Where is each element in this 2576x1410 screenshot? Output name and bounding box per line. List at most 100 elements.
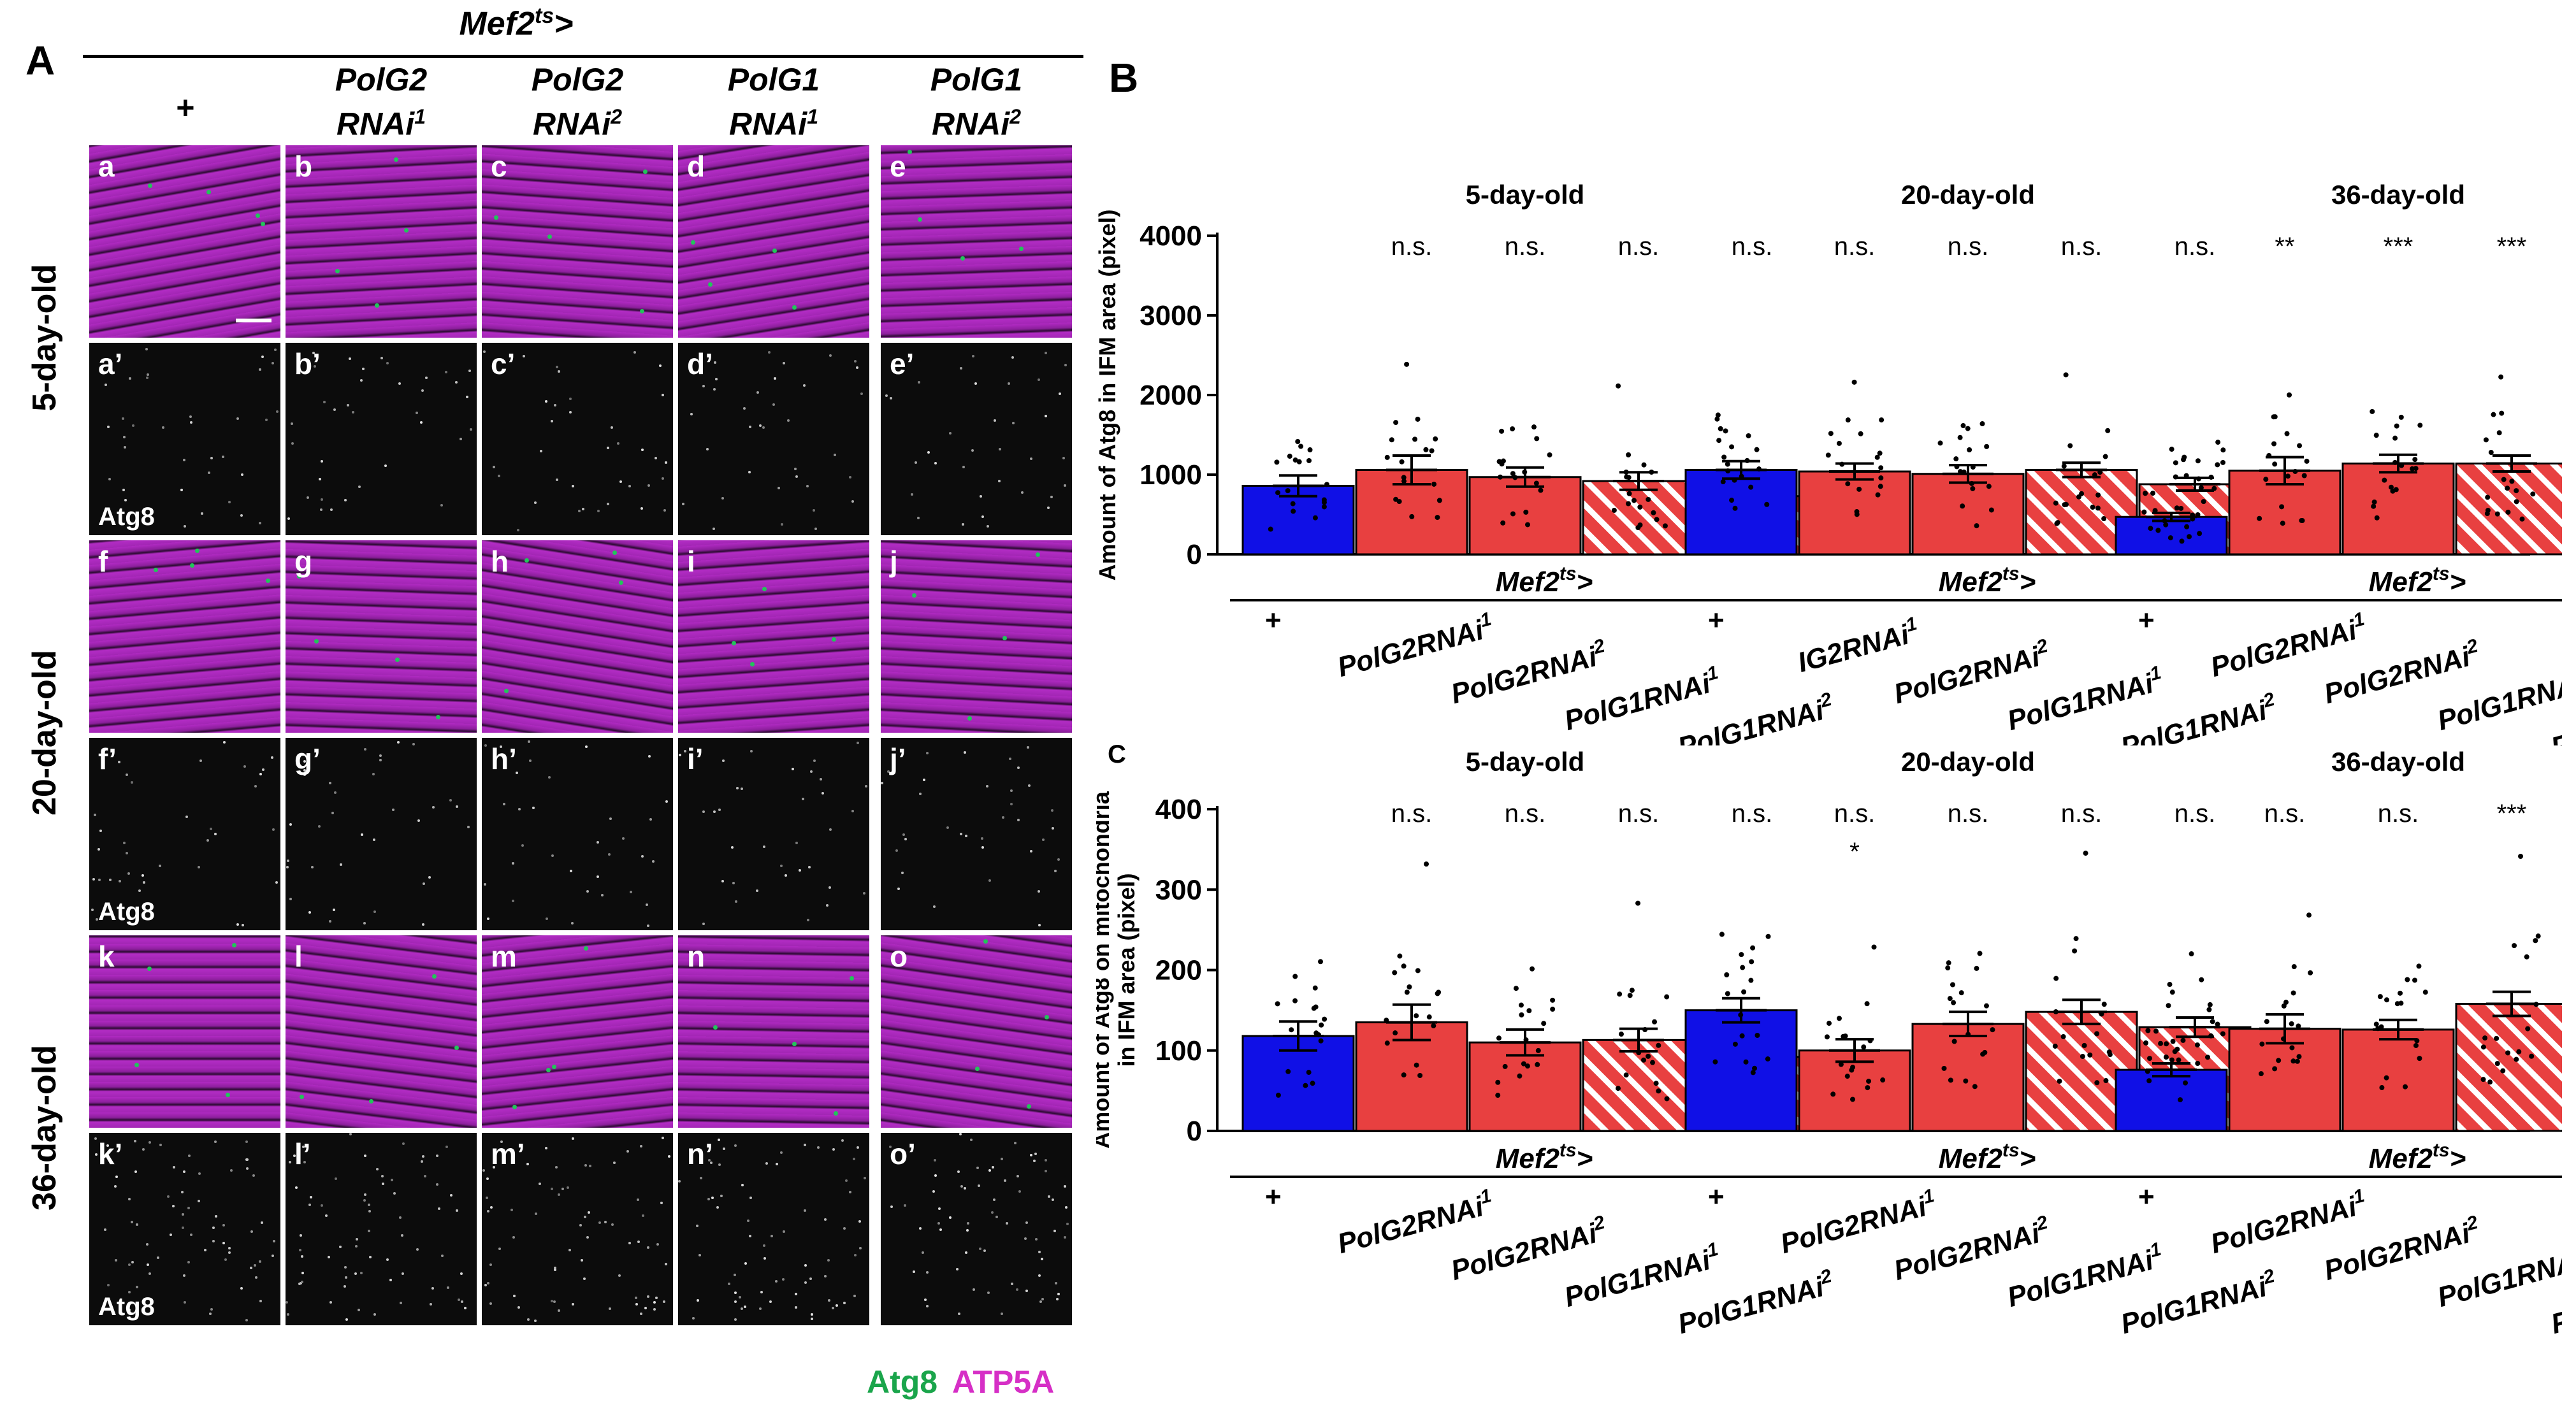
data-point [2145,1028,2151,1033]
category-label: + [2138,1181,2154,1212]
data-point [1530,966,1535,972]
data-point [2516,1049,2522,1054]
data-point [2491,412,2496,417]
data-point [1312,515,1318,521]
data-point [2087,1052,2093,1058]
data-point [2417,1056,2422,1061]
data-point [1401,475,1407,480]
data-point [1845,481,1851,487]
data-point [1526,1008,1532,1014]
data-point [1967,447,1972,452]
y-tick-label: 0 [1187,1116,1202,1147]
category-label: PolG2RNAi1 [1333,1185,1497,1260]
data-point [2371,499,2377,505]
data-point [1723,428,1728,434]
tile-letter: b’ [294,347,321,380]
data-point [1865,1085,1870,1091]
data-point [2172,1049,2178,1054]
data-point [2259,1041,2265,1047]
data-point [2183,1080,2189,1086]
data-point [1499,461,1505,467]
data-point [1754,447,1760,452]
data-point [2289,1045,2295,1051]
category-label: + [1264,605,1281,636]
data-point [2220,447,2226,453]
data-point [1423,447,1429,452]
data-point [1765,1056,1770,1062]
panel-c-letter: C [1108,740,1126,768]
data-point [1746,433,1751,438]
data-point [2525,1026,2531,1032]
data-point [1303,1083,1308,1088]
y-tick-label: 1000 [1140,459,1202,491]
data-point [2146,1078,2152,1084]
data-point [1732,505,1738,511]
data-point [2143,1040,2148,1046]
bar [2341,1028,2455,1132]
bar [1684,469,1798,556]
data-point [2512,943,2517,949]
significance-label: n.s. [2061,800,2102,828]
data-point [1662,523,1668,529]
data-point [2494,511,2500,517]
data-point [1617,991,1623,997]
data-point [2281,1003,2287,1009]
micrograph-atg8: g’ [286,738,477,930]
data-point [1397,953,1403,959]
category-label: PolG2RNAi1 [1333,608,1497,683]
data-point [2535,933,2541,939]
tile-letter: n [687,940,706,973]
data-point [1970,486,1976,491]
data-point [2291,964,2297,970]
data-point [2257,515,2262,521]
significance-label: n.s. [1948,233,1988,261]
data-point [2158,1040,2164,1046]
data-point [1624,474,1630,480]
data-point [2215,440,2221,445]
data-point [2164,1041,2169,1047]
data-point [1743,1059,1749,1065]
genotype-label: Mef2ts> [2369,563,2466,598]
data-point [2195,458,2201,464]
data-point [1417,1073,1423,1079]
data-point [2057,1078,2062,1084]
category-label: PolG2RNAi1 [2206,608,2370,683]
data-point [1384,1040,1390,1046]
data-point [2373,433,2379,438]
data-point [1426,1014,1432,1020]
micrograph-atg8: i’ [678,738,869,930]
micrograph-atg8: e’ [881,343,1072,535]
data-point [1764,501,1770,507]
column-header-3: PolG2 RNAi2 [531,62,624,142]
data-point [1431,1023,1436,1028]
data-point [1836,1016,1842,1021]
micrograph-atg8: o’ [881,1133,1072,1325]
data-point [2072,948,2078,954]
data-point [2215,1021,2220,1027]
data-point [2509,478,2515,484]
data-point [1533,480,1539,486]
data-point [2398,1000,2404,1006]
data-point [2377,994,2383,1000]
data-point [1535,1061,1540,1067]
data-point [1296,459,1302,464]
data-point [2101,516,2107,522]
data-point [1618,1032,1624,1037]
data-point [1725,991,1730,996]
data-point [1496,1035,1501,1041]
data-point [2299,518,2305,524]
data-point [1429,448,1435,454]
data-point [1318,1038,1324,1044]
channel-label-atg8: Atg8 [98,1293,155,1321]
data-point [2150,491,2155,496]
data-point [1945,965,1951,971]
data-point [1960,503,1965,509]
data-point [2308,970,2313,975]
bar [1798,1049,1911,1132]
tile-letter: e’ [890,347,915,380]
data-point [1841,1033,1846,1039]
tile-letter: m [491,940,517,973]
data-point [1384,454,1390,460]
data-point [1950,982,1955,988]
data-point [1547,452,1552,457]
